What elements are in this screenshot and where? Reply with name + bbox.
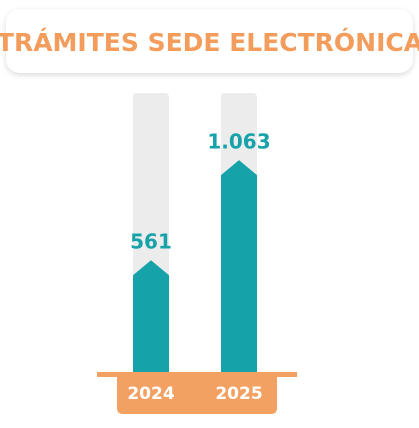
value-label: 1.063 [207,130,270,154]
bar [133,260,169,372]
x-tick-label: 2025 [215,384,262,404]
category-band [117,372,277,414]
title-box [6,9,413,73]
x-tick-label: 2024 [127,384,174,404]
chart-title: TRÁMITES SEDE ELECTRÓNICA [0,27,419,57]
bar [221,160,257,372]
value-label: 561 [130,230,172,254]
